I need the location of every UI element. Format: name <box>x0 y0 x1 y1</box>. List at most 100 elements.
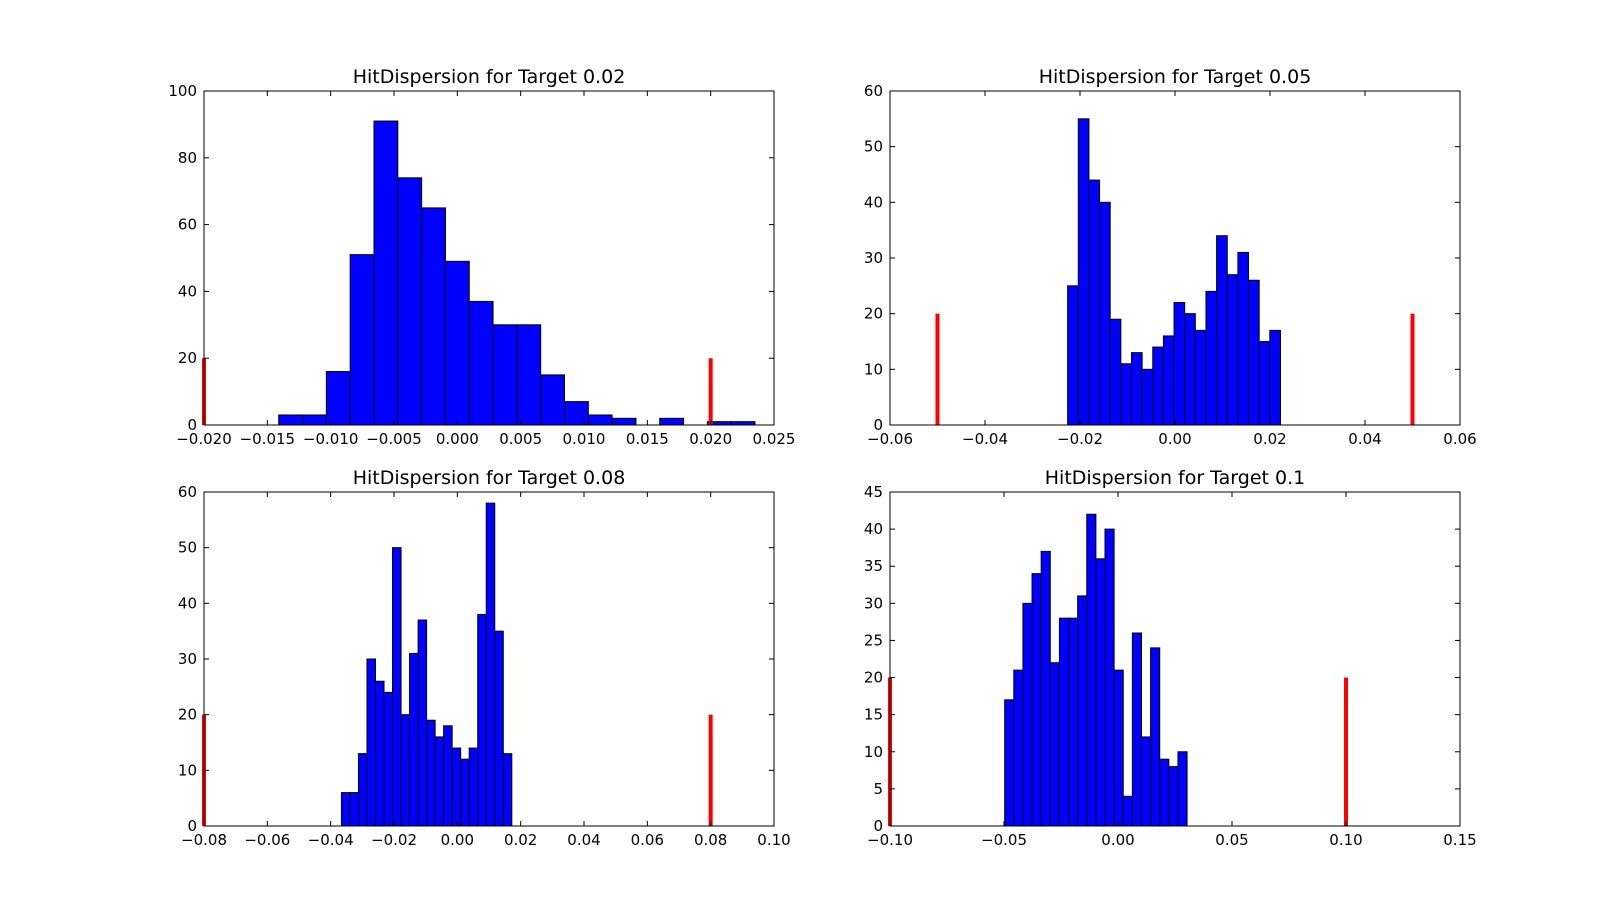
x-tick-label: 0.020 <box>689 430 732 448</box>
histogram-bar <box>563 401 589 426</box>
y-tick-label: 50 <box>864 138 883 156</box>
axes-frame <box>203 90 775 426</box>
histogram-bar <box>659 417 685 426</box>
histogram-bar <box>392 547 402 827</box>
x-tick-label: 0.04 <box>567 831 600 849</box>
x-tick-label: 0.04 <box>1348 430 1381 448</box>
x-tick-label: −0.005 <box>366 430 422 448</box>
histogram-bar <box>1068 617 1079 827</box>
x-tick-label: −0.02 <box>371 831 417 849</box>
histogram-bar <box>1152 346 1164 426</box>
y-tick-label: 80 <box>178 149 197 167</box>
histogram-bar <box>1184 313 1196 426</box>
histogram-bar <box>1088 179 1101 426</box>
y-tick-label: 5 <box>873 780 883 798</box>
y-tick-label: 60 <box>178 216 197 234</box>
histogram-bar <box>1216 235 1228 426</box>
histogram-bar <box>325 371 351 426</box>
chart-title: HitDispersion for Target 0.05 <box>1039 66 1312 88</box>
y-tick-label: 0 <box>187 817 197 835</box>
histogram-bar <box>340 792 351 827</box>
histogram-bar <box>349 254 375 426</box>
y-tick-label: 10 <box>178 761 197 779</box>
x-tick-label: −0.02 <box>1057 430 1103 448</box>
y-tick-label: 25 <box>864 631 883 649</box>
histogram-bar <box>1162 335 1175 426</box>
x-tick-label: 0.000 <box>436 430 479 448</box>
histogram-bar <box>1120 363 1132 426</box>
x-tick-label: 0.015 <box>626 430 669 448</box>
y-tick-label: 20 <box>178 706 197 724</box>
x-tick-label: 0.10 <box>757 831 790 849</box>
histogram-bar <box>1049 662 1060 827</box>
histogram-bar <box>1168 766 1179 827</box>
y-tick-label: 20 <box>178 349 197 367</box>
x-tick-label: −0.10 <box>867 831 913 849</box>
chart-title: HitDispersion for Target 0.02 <box>353 66 626 88</box>
x-tick-label: −0.04 <box>962 430 1008 448</box>
y-tick-label: 50 <box>178 539 197 557</box>
histogram-bar <box>400 714 411 827</box>
histogram-bar <box>1130 352 1143 426</box>
histogram-bar <box>1099 201 1111 426</box>
histogram-bar <box>373 120 399 426</box>
histogram-bar <box>1131 632 1142 827</box>
histogram-bar <box>426 719 436 827</box>
histogram-bar <box>1122 795 1133 827</box>
histogram-bar <box>1004 699 1015 827</box>
histogram-bar <box>1150 647 1161 827</box>
y-tick-label: 0 <box>873 817 883 835</box>
y-tick-label: 35 <box>864 557 883 575</box>
histogram-bar <box>383 691 394 827</box>
y-tick-label: 0 <box>873 416 883 434</box>
histogram-bar <box>1067 285 1079 426</box>
histogram-bar <box>1058 617 1070 827</box>
histogram-bar <box>417 619 428 827</box>
histogram-bar <box>444 260 470 426</box>
histogram-bar <box>421 207 446 426</box>
histogram-bar <box>443 725 453 827</box>
x-tick-label: −0.015 <box>240 430 296 448</box>
histogram-bar <box>468 300 494 426</box>
histogram-bar <box>1248 279 1260 426</box>
x-tick-label: 0.06 <box>631 831 664 849</box>
x-tick-label: 0.00 <box>1158 430 1191 448</box>
chart-panel-1: HitDispersion for Target 0.02 −0.020 −0.01… <box>168 66 795 448</box>
histogram-bar <box>1109 318 1122 426</box>
histogram-bar <box>477 613 487 827</box>
y-tick-label: 40 <box>864 520 883 538</box>
histogram-bar <box>1140 736 1152 827</box>
histogram-bar <box>611 417 637 426</box>
histogram-bar <box>1159 758 1170 827</box>
histogram-bar <box>1113 669 1124 827</box>
x-tick-label: 0.025 <box>753 430 796 448</box>
y-tick-label: 40 <box>178 282 197 300</box>
histogram-bar <box>1226 274 1239 426</box>
histogram-bar <box>1258 341 1271 426</box>
x-tick-label: −0.06 <box>867 430 913 448</box>
y-tick-label: 30 <box>864 249 883 267</box>
x-tick-label: 0.010 <box>563 430 606 448</box>
axes-frame <box>889 491 1461 827</box>
histogram-bar <box>460 758 470 827</box>
histogram-bar <box>1104 528 1115 827</box>
x-tick-label: 0.05 <box>1215 831 1248 849</box>
histogram-bar <box>302 414 327 426</box>
histogram-bar <box>1269 329 1281 426</box>
x-tick-label: 0.15 <box>1443 831 1476 849</box>
histogram-bar <box>1013 669 1024 827</box>
histogram-bar <box>492 324 518 426</box>
x-tick-label: 0.08 <box>694 831 727 849</box>
histogram-bar <box>1077 118 1090 426</box>
chart-panel-4: HitDispersion for Target 0.1 −0.10 −0.05 0.… <box>864 467 1477 849</box>
y-tick-label: 100 <box>168 82 197 100</box>
histogram-bar <box>494 630 504 827</box>
histogram-bar <box>1031 573 1042 827</box>
x-tick-label: 0.06 <box>1443 430 1476 448</box>
y-tick-label: 30 <box>178 650 197 668</box>
x-tick-label: 0.02 <box>504 831 537 849</box>
histogram-bar <box>502 753 513 827</box>
x-tick-label: 0.02 <box>1253 430 1286 448</box>
histogram-bar <box>375 680 385 827</box>
histogram-bar <box>540 374 565 426</box>
